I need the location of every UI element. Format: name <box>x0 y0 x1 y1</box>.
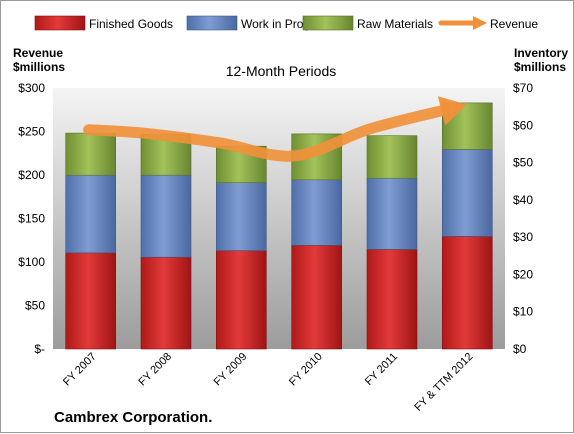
legend-item-revenue: Revenue <box>441 16 538 31</box>
category-label-2: FY 2008 <box>136 351 174 389</box>
bar-finished-goods-5 <box>367 249 417 349</box>
left-axis-title-line1: Revenue <box>13 46 63 60</box>
category-label-6: FY & TTM 2012 <box>412 351 475 414</box>
right-tick-label-3: $30 <box>513 230 533 244</box>
bar-work-in-progress-3 <box>216 183 266 251</box>
bar-finished-goods-6 <box>442 236 492 349</box>
bar-finished-goods-3 <box>216 251 266 349</box>
left-tick-label-4: $200 <box>18 168 45 182</box>
left-tick-label-3: $150 <box>18 212 45 226</box>
category-label-4: FY 2010 <box>287 351 325 389</box>
bar-raw-materials-1 <box>66 133 116 175</box>
legend-label-raw-materials: Raw Materials <box>357 17 433 31</box>
legend-arrow-revenue <box>473 16 487 30</box>
bar-finished-goods-4 <box>292 245 342 349</box>
legend-swatch-raw-materials <box>303 16 353 30</box>
left-tick-label-6: $300 <box>18 81 45 95</box>
company-name: Cambrex Corporation. <box>54 409 212 426</box>
legend-label-revenue: Revenue <box>490 17 538 31</box>
chart-title: 12-Month Periods <box>226 63 337 79</box>
bar-work-in-progress-2 <box>141 175 191 257</box>
bar-work-in-progress-4 <box>292 180 342 246</box>
left-tick-label-2: $100 <box>18 255 45 269</box>
right-axis-title-line1: Inventory <box>514 46 568 60</box>
category-label-1: FY 2007 <box>61 351 99 389</box>
right-tick-label-4: $40 <box>513 193 533 207</box>
right-tick-label-0: $0 <box>513 342 527 356</box>
bar-finished-goods-1 <box>66 253 116 349</box>
right-tick-label-6: $60 <box>513 118 533 132</box>
category-label-5: FY 2011 <box>363 351 400 388</box>
right-tick-label-2: $20 <box>513 267 533 281</box>
bar-raw-materials-5 <box>367 136 417 179</box>
legend-item-raw-materials: Raw Materials <box>303 16 433 31</box>
legend-item-finished-goods: Finished Goods <box>35 16 173 31</box>
right-axis-title-line2: $millions <box>514 60 566 74</box>
legend-swatch-work-in-progress <box>187 16 237 30</box>
legend-label-finished-goods: Finished Goods <box>89 17 173 31</box>
right-tick-label-1: $10 <box>513 305 533 319</box>
legend: Finished Goods Work in Progress Raw Mate… <box>35 16 538 31</box>
bar-work-in-progress-6 <box>442 150 492 237</box>
right-tick-label-5: $50 <box>513 156 533 170</box>
legend-swatch-finished-goods <box>35 16 85 30</box>
bar-work-in-progress-5 <box>367 178 417 249</box>
category-label-3: FY 2009 <box>212 351 250 389</box>
right-tick-label-7: $70 <box>513 81 533 95</box>
left-tick-label-1: $50 <box>25 299 45 313</box>
left-axis-title-line2: $millions <box>13 60 65 74</box>
bar-finished-goods-2 <box>141 257 191 349</box>
left-tick-label-0: $- <box>34 342 45 356</box>
bar-work-in-progress-1 <box>66 175 116 253</box>
left-tick-label-5: $250 <box>18 125 45 139</box>
